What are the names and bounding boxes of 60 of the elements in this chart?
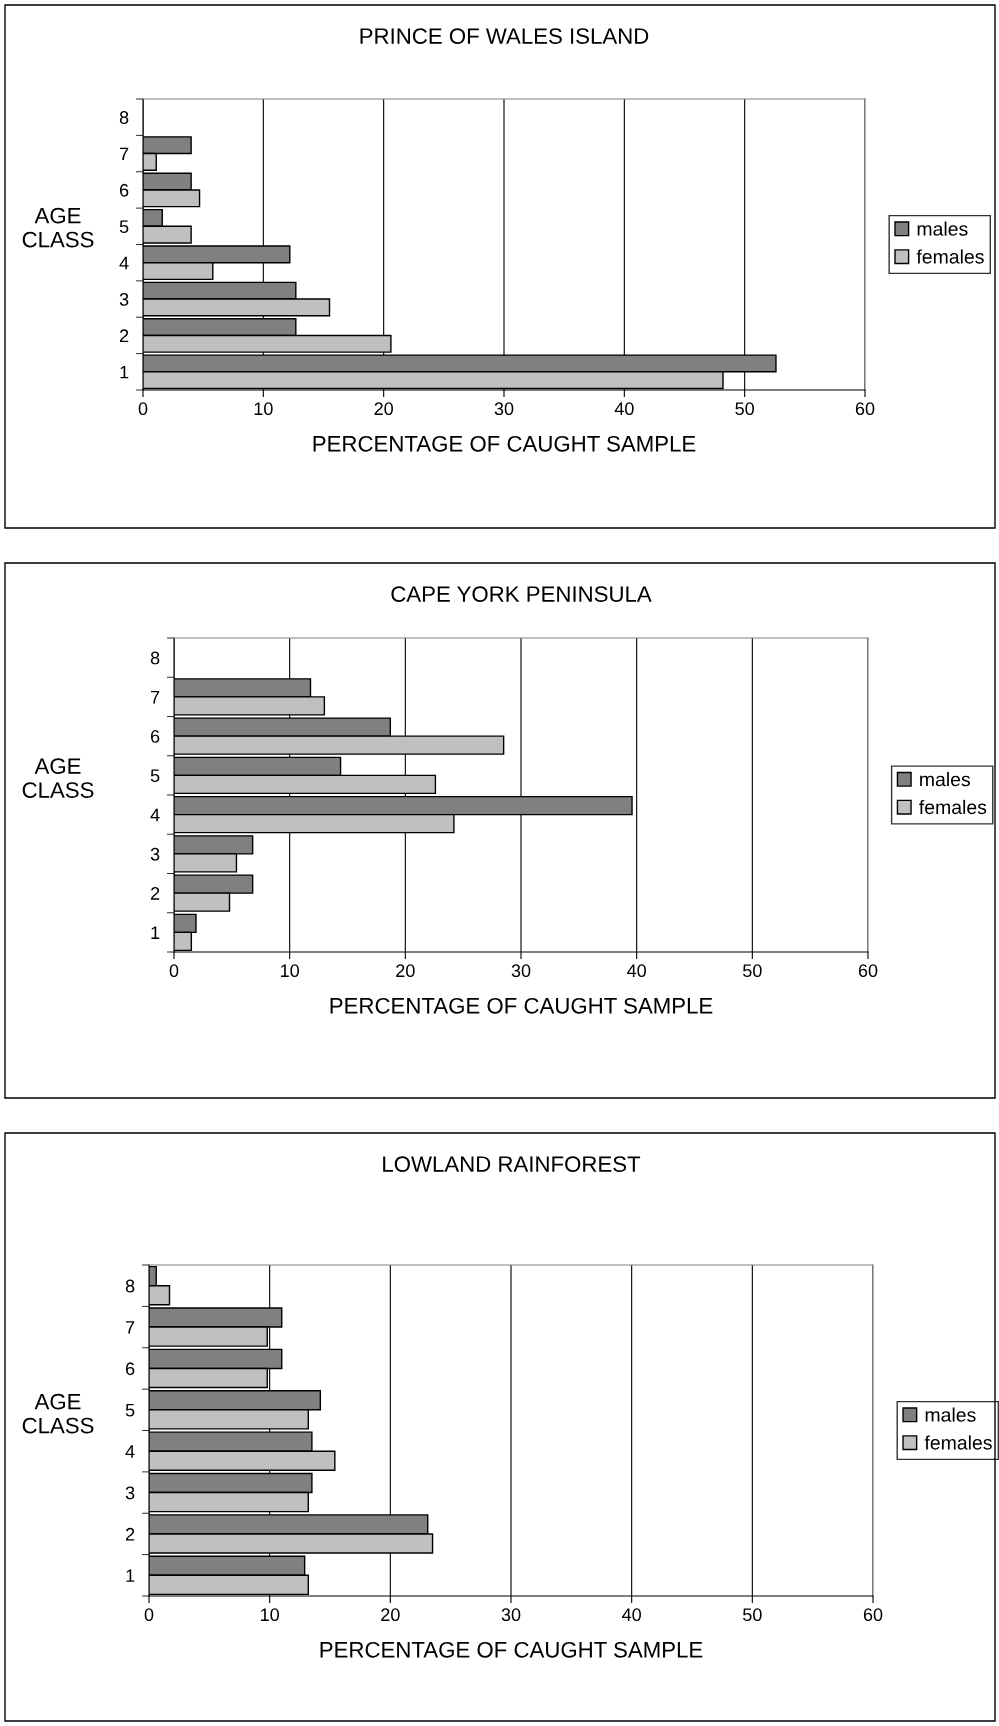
legend-label: females — [924, 1435, 992, 1450]
y-tick-label: 1 — [120, 365, 129, 379]
chart-title: PRINCE OF WALES ISLAND — [360, 28, 649, 44]
x-tick-label: 60 — [855, 402, 875, 416]
y-tick-label: 7 — [151, 691, 160, 704]
y-tick-label: 2 — [119, 329, 129, 342]
x-tick-label: 40 — [627, 964, 646, 978]
x-tick-label: 30 — [511, 964, 531, 978]
y-tick-label: 3 — [119, 293, 129, 306]
chart-title: CAPE YORK PENINSULA — [391, 586, 652, 602]
x-axis-title: PERCENTAGE OF CAUGHT SAMPLE — [330, 997, 713, 1014]
y-tick-label: 8 — [119, 111, 129, 124]
legend-label: males — [917, 221, 968, 236]
x-tick-label: 60 — [863, 1608, 883, 1622]
y-tick-label: 1 — [126, 1569, 135, 1582]
x-tick-label: 0 — [138, 402, 148, 416]
x-tick-label: 50 — [743, 1608, 762, 1622]
y-tick-label: 8 — [125, 1279, 135, 1293]
y-axis-title: AGE CLASS — [22, 207, 94, 248]
y-tick-label: 2 — [125, 1527, 135, 1541]
x-tick-label: 40 — [614, 402, 634, 416]
x-tick-label: 0 — [144, 1608, 154, 1622]
y-tick-label: 4 — [119, 256, 129, 270]
x-tick-label: 0 — [169, 964, 179, 978]
y-tick-label: 6 — [125, 1362, 135, 1376]
y-tick-label: 1 — [151, 926, 160, 939]
y-tick-label: 7 — [120, 147, 129, 161]
y-tick-label: 6 — [119, 183, 129, 197]
y-axis-title: AGE CLASS — [22, 1393, 94, 1434]
x-tick-label: 30 — [501, 1608, 521, 1622]
x-tick-label: 50 — [735, 402, 754, 416]
y-tick-label: 5 — [150, 769, 160, 783]
x-axis-title: PERCENTAGE OF CAUGHT SAMPLE — [313, 435, 696, 452]
x-axis-title: PERCENTAGE OF CAUGHT SAMPLE — [320, 1641, 703, 1658]
x-tick-label: 60 — [858, 964, 878, 978]
x-tick-label: 20 — [396, 964, 415, 978]
y-tick-label: 3 — [125, 1486, 135, 1500]
x-tick-label: 30 — [494, 402, 514, 416]
y-tick-label: 2 — [150, 887, 160, 900]
y-tick-label: 5 — [125, 1403, 135, 1417]
legend-label: females — [919, 799, 987, 815]
x-tick-label: 10 — [254, 402, 273, 416]
y-tick-label: 8 — [150, 651, 160, 665]
chart-title: LOWLAND RAINFOREST — [383, 1156, 641, 1172]
y-tick-label: 5 — [119, 220, 129, 234]
y-tick-label: 3 — [150, 847, 160, 861]
y-axis-title: AGE CLASS — [22, 758, 94, 798]
legend-label: males — [920, 772, 970, 787]
x-tick-label: 50 — [743, 964, 762, 978]
y-tick-label: 6 — [150, 730, 160, 743]
legend-label: males — [925, 1407, 976, 1422]
x-tick-label: 10 — [281, 964, 299, 978]
y-tick-label: 7 — [126, 1321, 135, 1334]
x-tick-label: 40 — [622, 1608, 641, 1622]
y-tick-label: 4 — [125, 1445, 135, 1458]
y-tick-label: 4 — [150, 808, 160, 822]
legend-label: females — [916, 249, 984, 264]
x-tick-label: 20 — [374, 402, 393, 416]
x-tick-label: 20 — [381, 1608, 400, 1622]
x-tick-label: 10 — [261, 1608, 279, 1622]
